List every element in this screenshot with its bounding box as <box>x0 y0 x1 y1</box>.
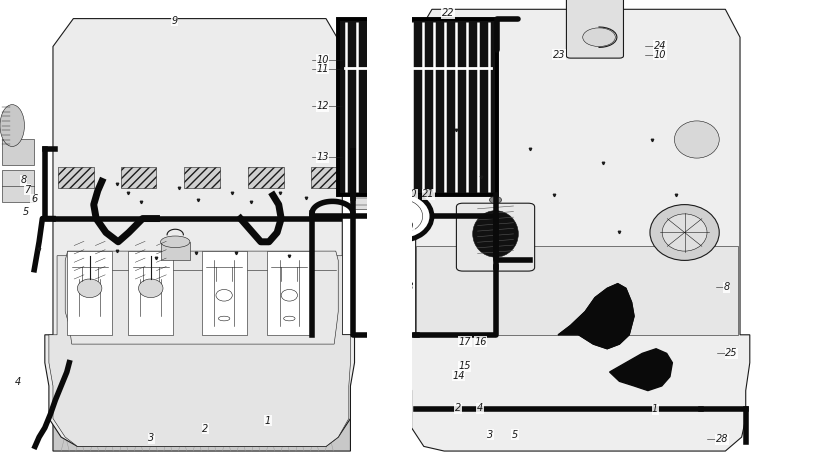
Text: 2: 2 <box>202 424 209 434</box>
Text: 1: 1 <box>652 404 659 414</box>
Bar <box>161 242 190 260</box>
Text: 28: 28 <box>716 434 728 445</box>
Text: 11: 11 <box>316 64 328 74</box>
Text: 5: 5 <box>23 206 29 217</box>
Ellipse shape <box>379 199 423 233</box>
Bar <box>267 251 311 335</box>
Text: 4: 4 <box>15 377 21 387</box>
Ellipse shape <box>473 211 518 257</box>
Text: 1: 1 <box>265 416 271 426</box>
Polygon shape <box>49 256 350 446</box>
Ellipse shape <box>161 236 190 248</box>
Bar <box>367 0 412 465</box>
Bar <box>58 167 94 188</box>
Ellipse shape <box>281 289 297 301</box>
Ellipse shape <box>216 289 232 301</box>
Bar <box>202 251 247 335</box>
Text: 17: 17 <box>459 337 471 347</box>
Text: 15: 15 <box>458 361 470 372</box>
Text: 20: 20 <box>405 189 417 199</box>
Text: 18: 18 <box>402 282 414 292</box>
Ellipse shape <box>662 214 707 251</box>
Text: 19: 19 <box>402 222 414 232</box>
Bar <box>121 167 156 188</box>
Bar <box>311 167 346 188</box>
Bar <box>67 251 112 335</box>
Ellipse shape <box>370 192 432 240</box>
Text: 16: 16 <box>474 337 487 347</box>
Polygon shape <box>558 284 634 349</box>
Bar <box>2 140 34 165</box>
Bar <box>248 167 284 188</box>
Text: 2: 2 <box>455 403 461 413</box>
FancyBboxPatch shape <box>566 0 623 58</box>
Text: 10: 10 <box>654 50 666 60</box>
Bar <box>338 19 497 195</box>
Text: 8: 8 <box>724 282 730 292</box>
Text: 21: 21 <box>422 189 434 199</box>
Bar <box>129 251 174 335</box>
Text: 3: 3 <box>487 430 494 440</box>
Text: 10: 10 <box>316 54 328 65</box>
Text: 7: 7 <box>24 185 31 195</box>
Text: 25: 25 <box>725 348 738 359</box>
Text: 12: 12 <box>316 101 328 111</box>
Ellipse shape <box>0 105 24 146</box>
Text: 23: 23 <box>553 50 565 60</box>
Ellipse shape <box>77 279 102 298</box>
Text: 24: 24 <box>654 40 666 51</box>
Ellipse shape <box>674 121 719 158</box>
Text: 8: 8 <box>20 175 27 186</box>
Bar <box>184 167 220 188</box>
Polygon shape <box>65 251 338 344</box>
Ellipse shape <box>650 205 720 260</box>
Text: 6: 6 <box>31 194 37 204</box>
Text: 4: 4 <box>477 403 483 413</box>
Ellipse shape <box>139 279 163 298</box>
Bar <box>416 246 738 335</box>
Ellipse shape <box>583 28 615 46</box>
Text: 22: 22 <box>442 8 454 18</box>
Bar <box>352 60 368 209</box>
Polygon shape <box>610 349 672 391</box>
Text: 3: 3 <box>148 433 155 443</box>
Ellipse shape <box>284 316 295 321</box>
FancyBboxPatch shape <box>456 203 535 271</box>
Bar <box>2 170 34 202</box>
Polygon shape <box>45 19 355 446</box>
Text: 9: 9 <box>171 16 178 26</box>
Polygon shape <box>53 335 350 451</box>
Text: 5: 5 <box>512 430 518 440</box>
Ellipse shape <box>489 196 502 204</box>
Ellipse shape <box>218 316 230 321</box>
Bar <box>352 88 367 116</box>
Polygon shape <box>408 9 750 451</box>
Text: 13: 13 <box>316 152 328 162</box>
Text: 14: 14 <box>452 371 465 381</box>
